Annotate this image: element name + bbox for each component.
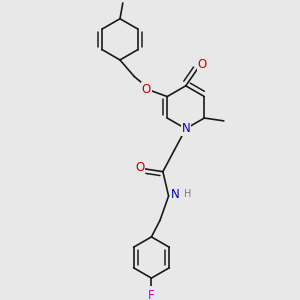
Text: H: H [184,189,191,199]
Text: O: O [142,83,151,96]
Text: N: N [171,188,180,201]
Text: O: O [135,161,144,174]
Text: F: F [148,289,155,300]
Text: N: N [182,122,190,135]
Text: O: O [198,58,207,71]
